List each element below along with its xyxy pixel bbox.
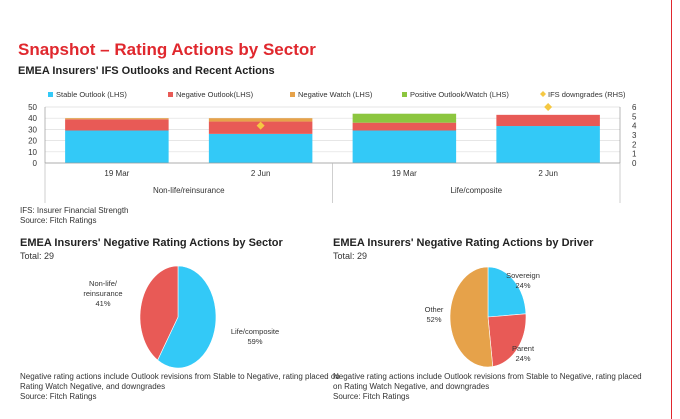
- y2-tick-label: 4: [632, 122, 637, 131]
- pie-slice: [487, 313, 527, 367]
- legend-marker-diamond: [540, 91, 546, 97]
- x-tick-label: 2 Jun: [538, 169, 558, 178]
- legend-swatch: [48, 92, 53, 97]
- bar-segment: [352, 122, 457, 131]
- y-tick-label: 10: [28, 148, 37, 157]
- bar-segment: [65, 130, 169, 163]
- bar-segment: [496, 114, 600, 127]
- pie-slice: [487, 266, 527, 318]
- y2-tick-label: 1: [632, 150, 637, 159]
- bar-segment: [496, 126, 600, 163]
- pie-driver-total: Total: 29: [333, 251, 368, 261]
- y2-tick-label: 3: [632, 131, 637, 140]
- pie-driver-title: EMEA Insurers' Negative Rating Actions b…: [333, 237, 594, 249]
- legend-swatch: [168, 92, 173, 97]
- bar-note-2: Source: Fitch Ratings: [20, 216, 97, 225]
- slice-label: Non-life/reinsurance 41%: [83, 279, 122, 308]
- pie-slice: [139, 265, 179, 361]
- downgrade-marker: [256, 121, 265, 130]
- y-tick-label: 30: [28, 125, 37, 134]
- legend-label: Negative Outlook(LHS): [176, 90, 254, 99]
- accent-line: [671, 0, 672, 419]
- bar-segment: [352, 130, 457, 163]
- pie-sector-note-1: Negative rating actions include Outlook …: [20, 372, 340, 381]
- x-tick-label: 2 Jun: [251, 169, 271, 178]
- pie-chart-sector: Life/composite 59% Non-life/reinsurance 41%: [83, 265, 279, 369]
- bar-chart-title: EMEA Insurers' IFS Outlooks and Recent A…: [18, 65, 275, 77]
- y2-tick-label: 6: [632, 103, 637, 112]
- pie-sector-note-2: Rating Watch Negative, and downgrades: [20, 382, 166, 391]
- x-tick-label: 19 Mar: [104, 169, 129, 178]
- y-tick-label: 20: [28, 137, 37, 146]
- x-tick-label: 19 Mar: [392, 169, 417, 178]
- group-label: Life/composite: [450, 186, 502, 195]
- legend-label: Negative Watch (LHS): [298, 90, 373, 99]
- legend-label: IFS downgrades (RHS): [548, 90, 626, 99]
- pie-sector-source: Source: Fitch Ratings: [20, 392, 97, 401]
- legend-label: Positive Outlook/Watch (LHS): [410, 90, 509, 99]
- y-tick-label: 0: [33, 159, 38, 168]
- pie-slice: [157, 265, 217, 369]
- slice-label: Other 52%: [425, 305, 444, 324]
- legend-label: Stable Outlook (LHS): [56, 90, 127, 99]
- pie-sector-title: EMEA Insurers' Negative Rating Actions b…: [20, 237, 283, 249]
- downgrade-marker: [544, 103, 553, 111]
- bar-note-1: IFS: Insurer Financial Strength: [20, 206, 129, 215]
- slice-label: Sovereign 24%: [506, 271, 540, 290]
- y2-tick-label: 2: [632, 140, 637, 149]
- bar-segment: [65, 119, 169, 131]
- y-tick-label: 40: [28, 114, 37, 123]
- pie-driver-note-2: on Rating Watch Negative, and downgrades: [333, 382, 490, 391]
- y-tick-label: 50: [28, 103, 37, 112]
- slice-label: Parent 24%: [512, 344, 535, 363]
- bar-segment: [208, 118, 313, 122]
- group-label: Non-life/reinsurance: [153, 186, 225, 195]
- pie-chart-driver: Sovereign 24% Parent 24% Other 52%: [425, 266, 540, 368]
- bar-segment: [352, 113, 457, 123]
- bar-chart: Stable Outlook (LHS) Negative Outlook(LHS…: [28, 90, 637, 203]
- legend-swatch: [290, 92, 295, 97]
- page-title: Snapshot – Rating Actions by Sector: [18, 40, 316, 59]
- bar-segment: [65, 118, 169, 120]
- pie-driver-source: Source: Fitch Ratings: [333, 392, 410, 401]
- y2-tick-label: 5: [632, 112, 637, 121]
- y2-tick-label: 0: [632, 159, 637, 168]
- pie-sector-total: Total: 29: [20, 251, 55, 261]
- bar-segment: [208, 133, 313, 163]
- legend-swatch: [402, 92, 407, 97]
- slice-label: Life/composite 59%: [231, 327, 279, 346]
- pie-driver-note-1: Negative rating actions include Outlook …: [333, 372, 642, 381]
- pie-slice: [449, 266, 494, 368]
